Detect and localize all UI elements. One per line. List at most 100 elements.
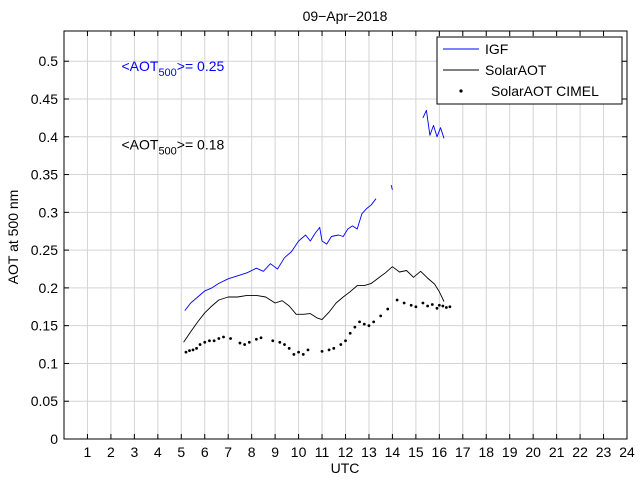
cimel-point <box>372 320 376 324</box>
x-tick-label: 22 <box>572 444 588 460</box>
x-tick-label: 17 <box>455 444 471 460</box>
x-tick-label: 15 <box>408 444 424 460</box>
x-tick-label: 16 <box>432 444 448 460</box>
x-tick-label: 2 <box>107 444 115 460</box>
cimel-point <box>212 339 216 343</box>
y-tick-label: 0.35 <box>31 167 58 183</box>
x-tick-label: 3 <box>130 444 138 460</box>
cimel-point <box>414 305 418 309</box>
x-tick-label: 7 <box>224 444 232 460</box>
x-tick-label: 11 <box>315 444 330 460</box>
cimel-point <box>448 305 452 309</box>
x-tick-label: 1 <box>84 444 92 460</box>
cimel-point <box>301 352 305 356</box>
y-tick-label: 0.45 <box>31 91 58 107</box>
series-line-igf <box>422 109 445 139</box>
cimel-point <box>297 350 300 354</box>
y-tick-label: 0.3 <box>39 204 59 220</box>
y-tick-label: 0.4 <box>39 129 59 145</box>
x-tick-label: 18 <box>478 444 494 460</box>
cimel-point <box>208 339 211 343</box>
legend-swatch <box>459 89 463 93</box>
cimel-point <box>441 304 445 308</box>
x-tick-label: 10 <box>291 444 307 460</box>
x-tick-label: 12 <box>338 444 354 460</box>
x-tick-label: 21 <box>549 444 565 460</box>
x-tick-label: 20 <box>525 444 541 460</box>
cimel-point <box>222 335 225 339</box>
series-line-solaraot <box>183 266 445 343</box>
cimel-point <box>332 346 336 350</box>
cimel-point <box>287 346 291 350</box>
cimel-point <box>339 343 343 346</box>
chart-title: 09−Apr−2018 <box>303 8 388 24</box>
series-line-igf <box>184 198 377 311</box>
cimel-point <box>395 298 399 302</box>
cimel-point <box>348 331 352 335</box>
x-tick-label: 14 <box>385 444 401 460</box>
cimel-point <box>426 304 430 308</box>
x-tick-label: 5 <box>177 444 185 460</box>
cimel-point <box>430 303 434 306</box>
cimel-point <box>344 339 347 343</box>
cimel-point <box>203 340 207 344</box>
y-tick-label: 0.15 <box>31 318 58 334</box>
annotations: <AOT500>= 0.25 <AOT500>= 0.18 <box>121 58 224 158</box>
y-tick-label: 0.25 <box>31 242 58 258</box>
mean-aot-annotation: <AOT500>= 0.18 <box>121 137 224 158</box>
cimel-point <box>259 336 263 340</box>
x-tick-label: 6 <box>201 444 209 460</box>
x-axis-label: UTC <box>331 460 360 476</box>
cimel-point <box>283 343 286 346</box>
legend-label: SolarAOT CIMEL <box>491 83 599 99</box>
x-tick-label: 8 <box>248 444 256 460</box>
y-tick-label: 0.05 <box>31 393 58 409</box>
cimel-point <box>367 324 371 328</box>
cimel-point <box>327 348 331 352</box>
cimel-point <box>188 349 191 352</box>
cimel-point <box>306 348 310 352</box>
x-tick-label: 13 <box>361 444 377 460</box>
x-tick-label: 9 <box>271 444 279 460</box>
legend-label: SolarAOT <box>485 62 547 78</box>
y-tick-label: 0.5 <box>39 53 59 69</box>
cimel-point <box>271 339 275 343</box>
cimel-point <box>320 349 324 353</box>
cimel-point <box>402 301 406 305</box>
cimel-point <box>353 325 357 329</box>
axis-ticks: 1 2 3 4 5 6 7 8 9 10 11 12 13 14 15 16 17 18 19 20 21 22 23 240… <box>31 31 635 460</box>
cimel-point <box>435 306 439 310</box>
cimel-point <box>195 346 198 350</box>
cimel-point <box>247 340 251 344</box>
series-line-igf <box>390 184 393 190</box>
cimel-point <box>358 320 361 324</box>
cimel-point <box>229 337 232 340</box>
y-axis-label: AOT at 500 nm <box>5 190 21 285</box>
series-layer <box>183 109 452 356</box>
cimel-point <box>379 314 383 318</box>
cimel-point <box>254 337 258 341</box>
cimel-point <box>437 303 441 307</box>
x-tick-label: 4 <box>154 444 162 460</box>
cimel-point <box>184 350 188 354</box>
mean-aot-annotation: <AOT500>= 0.25 <box>121 58 224 79</box>
y-tick-label: 0.1 <box>39 355 59 371</box>
cimel-point <box>217 337 221 340</box>
cimel-point <box>421 301 425 305</box>
cimel-point <box>362 322 366 326</box>
x-tick-label: 19 <box>502 444 518 460</box>
cimel-point <box>386 307 390 311</box>
cimel-point <box>198 343 202 346</box>
cimel-point <box>238 341 242 345</box>
cimel-point <box>191 348 195 352</box>
cimel-point <box>444 306 448 309</box>
legend-label: IGF <box>485 41 508 57</box>
cimel-point <box>292 352 296 356</box>
cimel-point <box>243 343 247 346</box>
legend: IGF SolarAOT SolarAOT CIMEL <box>436 36 623 105</box>
y-tick-label: 0 <box>50 431 58 447</box>
x-tick-label: 24 <box>619 444 635 460</box>
y-tick-label: 0.2 <box>39 280 59 296</box>
cimel-point <box>409 303 413 307</box>
